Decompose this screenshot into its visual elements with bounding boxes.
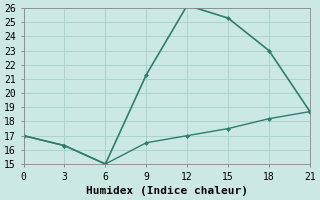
- X-axis label: Humidex (Indice chaleur): Humidex (Indice chaleur): [86, 186, 248, 196]
